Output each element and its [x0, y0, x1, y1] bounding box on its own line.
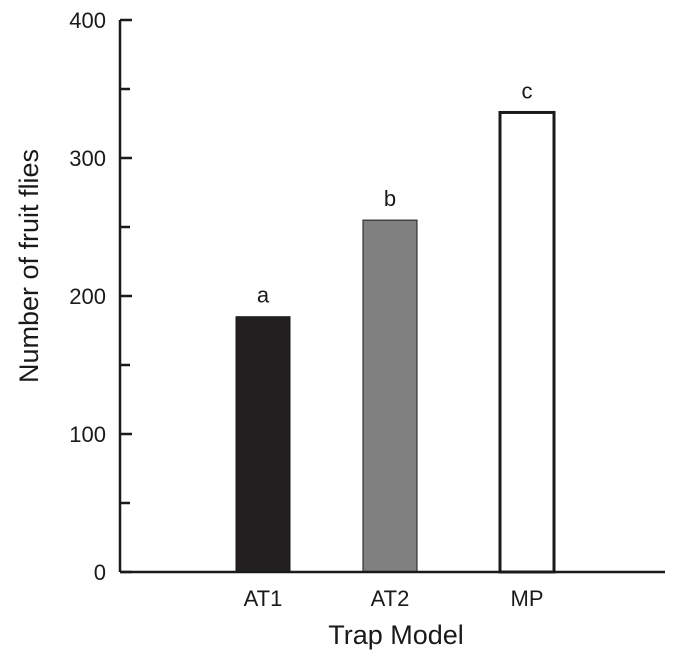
x-tick-labels: AT1 AT2 MP	[244, 586, 544, 611]
y-tick-label: 300	[69, 146, 106, 171]
y-axis-title: Number of fruit flies	[14, 149, 44, 383]
x-axis-title: Trap Model	[328, 620, 464, 650]
bars	[235, 110, 556, 574]
x-tick-label: MP	[511, 586, 544, 611]
significance-letter: c	[522, 78, 533, 103]
significance-letters: a b c	[257, 78, 533, 307]
y-tick-label: 0	[94, 560, 106, 585]
x-tick-label: AT1	[244, 586, 283, 611]
significance-letter: a	[257, 283, 270, 308]
x-tick-label: AT2	[371, 586, 410, 611]
y-axis-ticks: 0 100 200 300 400	[69, 8, 132, 585]
y-tick-label: 100	[69, 422, 106, 447]
significance-letter: b	[384, 186, 396, 211]
bar-at2	[362, 219, 418, 573]
y-tick-label: 400	[69, 8, 106, 33]
y-tick-label: 200	[69, 284, 106, 309]
bar-at1	[235, 316, 291, 573]
bar-mp	[498, 110, 556, 574]
